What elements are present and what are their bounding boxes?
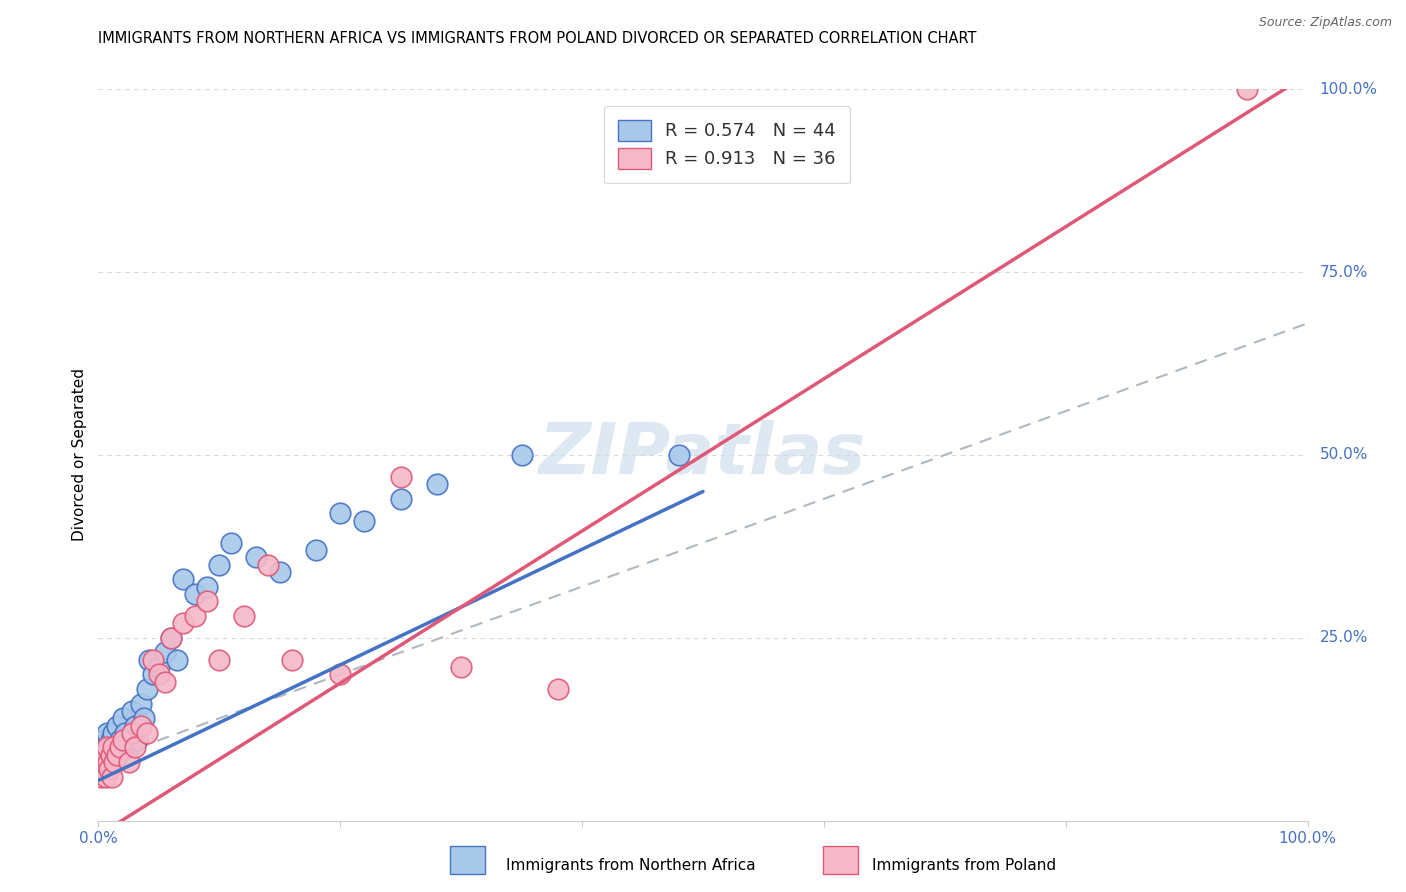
Point	[129, 718, 152, 732]
Point	[129, 697, 152, 711]
Point	[94, 740, 117, 755]
Point	[208, 653, 231, 667]
Point	[90, 755, 112, 769]
Point	[114, 726, 136, 740]
Point	[124, 718, 146, 732]
Point	[138, 653, 160, 667]
Point	[97, 747, 120, 762]
Point	[547, 681, 569, 696]
Point	[389, 470, 412, 484]
Point	[124, 740, 146, 755]
Point	[135, 726, 157, 740]
Point	[98, 740, 121, 755]
Text: 50.0%: 50.0%	[1320, 448, 1368, 462]
Point	[353, 514, 375, 528]
Point	[101, 726, 124, 740]
Point	[148, 660, 170, 674]
Point	[96, 726, 118, 740]
Point	[97, 755, 120, 769]
Legend: R = 0.574   N = 44, R = 0.913   N = 36: R = 0.574 N = 44, R = 0.913 N = 36	[605, 105, 851, 184]
Point	[256, 558, 278, 572]
Point	[93, 747, 115, 762]
Text: 75.0%: 75.0%	[1320, 265, 1368, 279]
Point	[121, 704, 143, 718]
Point	[96, 740, 118, 755]
Point	[269, 565, 291, 579]
Point	[91, 747, 114, 762]
Point	[91, 740, 114, 755]
Point	[166, 653, 188, 667]
Point	[195, 594, 218, 608]
Point	[208, 558, 231, 572]
Point	[305, 543, 328, 558]
Point	[245, 550, 267, 565]
Point	[100, 733, 122, 747]
Point	[103, 755, 125, 769]
Point	[135, 681, 157, 696]
Point	[142, 653, 165, 667]
Point	[118, 755, 141, 769]
Point	[184, 608, 207, 623]
Point	[184, 587, 207, 601]
Point	[281, 653, 304, 667]
Point	[108, 733, 131, 747]
Point	[118, 740, 141, 755]
Point	[426, 477, 449, 491]
Point	[142, 667, 165, 681]
Point	[90, 770, 112, 784]
Point	[93, 733, 115, 747]
Point	[195, 580, 218, 594]
Point	[100, 755, 122, 769]
Text: 100.0%: 100.0%	[1320, 82, 1378, 96]
Text: ZIPatlas: ZIPatlas	[540, 420, 866, 490]
Point	[232, 608, 254, 623]
Point	[153, 674, 176, 689]
Text: IMMIGRANTS FROM NORTHERN AFRICA VS IMMIGRANTS FROM POLAND DIVORCED OR SEPARATED : IMMIGRANTS FROM NORTHERN AFRICA VS IMMIG…	[98, 31, 977, 46]
Point	[127, 733, 149, 747]
Point	[108, 740, 131, 755]
Point	[389, 491, 412, 506]
Point	[329, 507, 352, 521]
Point	[668, 448, 690, 462]
Point	[329, 667, 352, 681]
Point	[105, 747, 128, 762]
Point	[111, 733, 134, 747]
Point	[107, 747, 129, 762]
Point	[172, 616, 194, 631]
Point	[103, 740, 125, 755]
Point	[91, 755, 114, 769]
Point	[98, 763, 121, 777]
Point	[450, 660, 472, 674]
Point	[160, 631, 183, 645]
Point	[172, 572, 194, 586]
Point	[100, 747, 122, 762]
Y-axis label: Divorced or Separated: Divorced or Separated	[72, 368, 87, 541]
Point	[221, 535, 243, 549]
Point	[134, 711, 156, 725]
Point	[510, 448, 533, 462]
Point	[105, 718, 128, 732]
Point	[1236, 82, 1258, 96]
Text: Immigrants from Northern Africa: Immigrants from Northern Africa	[506, 858, 756, 872]
Point	[153, 645, 176, 659]
Point	[111, 711, 134, 725]
Point	[101, 740, 124, 755]
Point	[94, 770, 117, 784]
Text: Source: ZipAtlas.com: Source: ZipAtlas.com	[1258, 16, 1392, 29]
Point	[121, 726, 143, 740]
Point	[160, 631, 183, 645]
Point	[91, 763, 114, 777]
Point	[148, 667, 170, 681]
Text: Immigrants from Poland: Immigrants from Poland	[872, 858, 1056, 872]
Text: 25.0%: 25.0%	[1320, 631, 1368, 645]
Point	[100, 770, 122, 784]
